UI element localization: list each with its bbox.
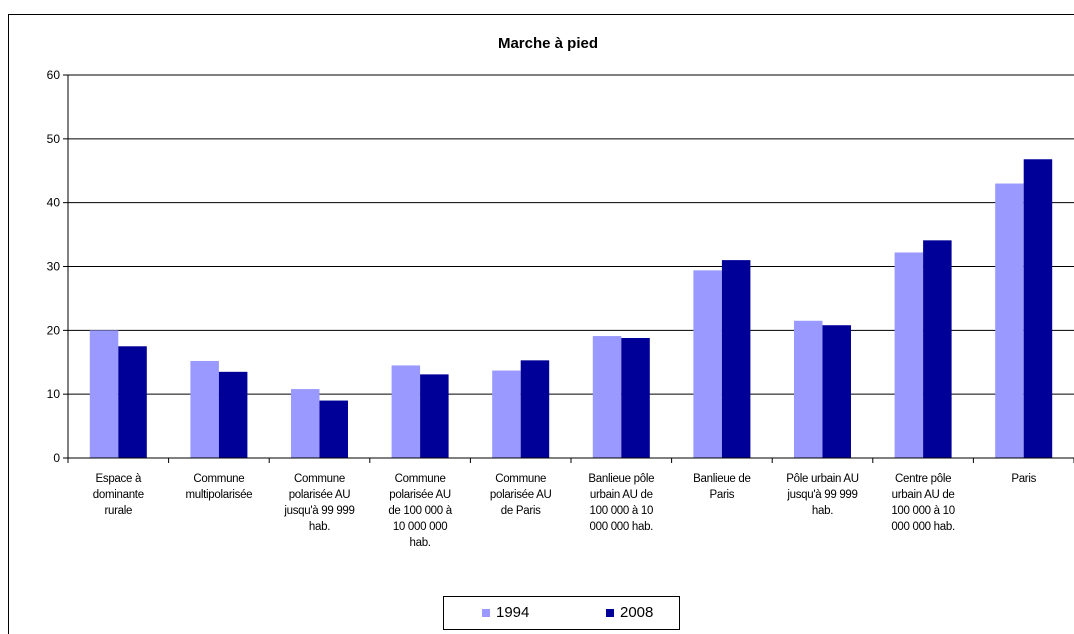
bar-1994 bbox=[995, 183, 1024, 458]
legend-swatch-2008 bbox=[606, 608, 614, 617]
bar-2008 bbox=[721, 260, 751, 458]
y-tick-label: 20 bbox=[47, 323, 61, 337]
y-tick-label: 10 bbox=[47, 387, 61, 401]
bar-2008 bbox=[218, 371, 248, 458]
legend-label-2008: 2008 bbox=[620, 604, 654, 621]
x-axis bbox=[67, 457, 1074, 463]
bar-2008 bbox=[621, 337, 650, 458]
legend-swatch-1994 bbox=[482, 608, 490, 617]
bar-1994 bbox=[794, 320, 823, 458]
bars bbox=[89, 159, 1053, 458]
bar-2008 bbox=[923, 240, 952, 458]
bar-2008 bbox=[1023, 159, 1053, 458]
y-tick-label: 0 bbox=[53, 451, 60, 465]
bar-2008 bbox=[822, 325, 851, 458]
bar-2008 bbox=[319, 400, 348, 458]
bar-1994 bbox=[492, 370, 521, 458]
bar-2008 bbox=[520, 360, 550, 458]
y-tick-label: 40 bbox=[47, 196, 61, 210]
bar-1994 bbox=[89, 330, 119, 458]
bar-1994 bbox=[391, 365, 421, 458]
chart-title: Marche à pied bbox=[498, 35, 598, 52]
y-tick-label: 30 bbox=[47, 260, 61, 274]
bar-1994 bbox=[592, 336, 622, 458]
y-axis: 0 10 20 30 40 50 60 bbox=[47, 68, 69, 465]
legend-item-2008: 2008 bbox=[606, 604, 653, 621]
bar-1994 bbox=[693, 270, 722, 458]
bar-2008 bbox=[420, 374, 449, 458]
bar-2008 bbox=[118, 346, 147, 458]
legend-label-1994: 1994 bbox=[496, 604, 530, 621]
y-tick-label: 60 bbox=[47, 68, 61, 82]
bar-1994 bbox=[291, 389, 320, 458]
bar-1994 bbox=[894, 252, 924, 458]
y-tick-label: 50 bbox=[47, 132, 61, 146]
legend: 1994 2008 bbox=[443, 596, 680, 630]
bar-1994 bbox=[190, 360, 219, 458]
legend-item-1994: 1994 bbox=[482, 604, 529, 621]
